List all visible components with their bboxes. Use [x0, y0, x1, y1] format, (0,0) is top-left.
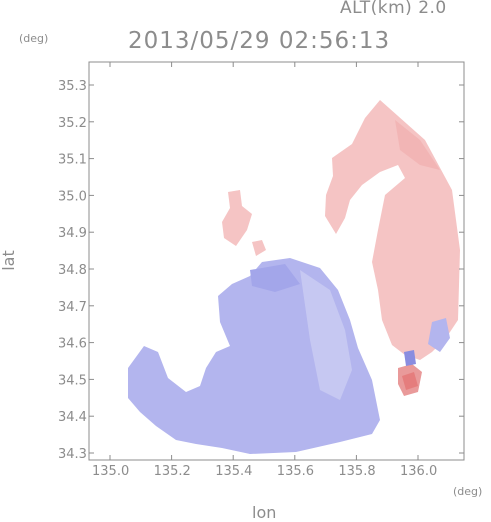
y-tick-label: 35.2 [58, 116, 87, 131]
y-tick-label: 34.3 [58, 447, 87, 462]
x-axis-unit: (deg) [453, 485, 483, 498]
x-tick-label: 135.8 [338, 464, 375, 479]
y-tick-label: 34.4 [58, 410, 87, 425]
x-tick-label: 135.6 [277, 464, 314, 479]
y-tick-label: 34.7 [58, 300, 87, 315]
y-axis-unit: (deg) [19, 32, 49, 45]
y-axis-ticks: 35.3 35.2 35.1 35.0 34.9 34.8 34.7 34.6 34.5 34.4… [58, 79, 464, 462]
x-axis-label: lon [252, 503, 277, 522]
y-tick-label: 35.0 [58, 189, 87, 204]
approaching-echo-shade [250, 264, 300, 292]
y-tick-label: 35.3 [58, 79, 87, 94]
y-tick-label: 34.5 [58, 373, 87, 388]
approaching-echo-shade [300, 270, 352, 400]
x-tick-label: 135.4 [215, 464, 252, 479]
y-tick-label: 34.6 [58, 337, 87, 352]
plot-frame [88, 61, 465, 461]
strong-approaching-echo [404, 350, 416, 366]
x-tick-label: 135.0 [92, 464, 129, 479]
receding-echo-fragment [252, 240, 266, 256]
receding-echo-band [395, 120, 440, 170]
y-tick-label: 34.9 [58, 226, 87, 241]
radar-echo-field [128, 100, 460, 454]
x-axis-ticks: 135.0 135.2 135.4 135.6 135.8 136.0 [92, 62, 437, 479]
y-tick-label: 35.1 [58, 153, 87, 168]
altitude-label: ALT(km) 2.0 [340, 0, 447, 18]
x-tick-label: 135.2 [154, 464, 191, 479]
timestamp-title: 2013/05/29 02:56:13 [128, 28, 391, 54]
x-tick-label: 136.0 [400, 464, 437, 479]
y-tick-label: 34.8 [58, 263, 87, 278]
receding-echo-fragment [222, 190, 252, 246]
strong-receding-echo [402, 372, 418, 390]
approaching-echo-fragment [428, 318, 450, 352]
